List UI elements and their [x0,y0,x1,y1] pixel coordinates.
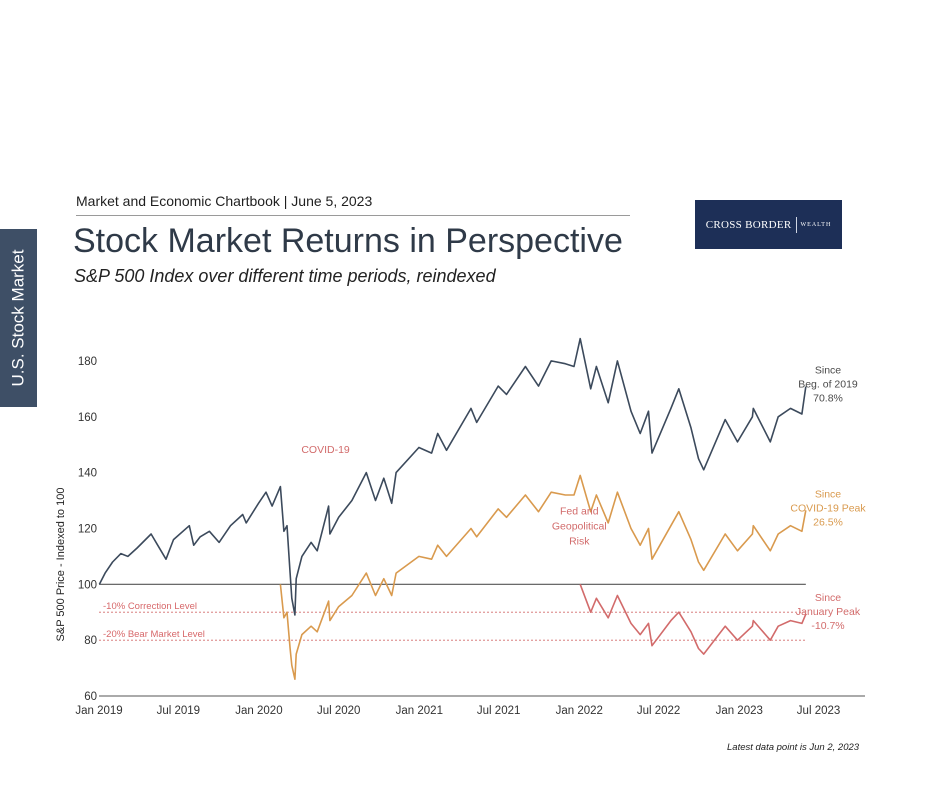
series-end-label: Since COVID-19 Peak 26.5% [790,488,866,528]
y-tick-label: 180 [78,356,97,368]
y-axis-title: S&P 500 Price - Indexed to 100 [55,488,67,642]
chartbook-header: Market and Economic Chartbook | June 5, … [76,193,373,209]
series-line-3 [579,584,807,655]
series-end-label: Since Beg. of 2019 70.8% [798,365,858,405]
reference-lines [99,583,806,641]
section-side-tab[interactable]: U.S. Stock Market [0,229,37,407]
page-title: Stock Market Returns in Perspective [73,222,623,260]
brand-logo-name: CROSS BORDER [705,218,792,231]
x-tick-label: Jul 2019 [157,705,200,717]
header-divider [76,215,630,216]
y-tick-label: 120 [78,523,97,535]
y-tick-label: 80 [84,635,97,647]
x-tick-label: Jul 2021 [477,705,520,717]
page-subtitle: S&P 500 Index over different time period… [74,266,496,286]
x-tick-label: Jul 2023 [797,705,840,717]
series-line-1 [98,337,807,616]
chart-series [98,337,807,681]
brand-logo-sub: WEALTH [800,221,832,228]
series-line-2 [279,474,807,681]
chart-axes: Jan 2019 Jul 2019 Jan 2020 Jul 2020 Jan 2021… [55,356,865,717]
reference-line-label: -20% Bear Market Level [103,629,205,640]
reference-line-label: -10% Correction Level [103,601,197,612]
x-tick-label: Jul 2020 [317,705,360,717]
y-tick-label: 60 [84,691,97,703]
x-tick-label: Jul 2022 [637,705,680,717]
x-tick-label: Jan 2019 [75,705,122,717]
y-tick-label: 100 [78,579,97,591]
x-tick-label: Jan 2021 [396,705,443,717]
x-tick-label: Jan 2022 [556,705,603,717]
y-tick-label: 140 [78,468,97,480]
chart-labels: -10% Correction Level -20% Bear Market Le… [103,365,866,641]
series-end-label: Since January Peak -10.7% [796,592,861,632]
y-tick-label: 160 [78,412,97,424]
x-tick-label: Jan 2020 [235,705,282,717]
x-tick-label: Jan 2023 [716,705,763,717]
brand-logo: CROSS BORDER WEALTH [695,200,842,249]
chart-annotation: COVID-19 [301,444,350,456]
data-footnote: Latest data point is Jun 2, 2023 [727,742,860,753]
brand-logo-separator [795,216,797,233]
chart-annotation: Fed and Geopolitical Risk [552,506,607,548]
